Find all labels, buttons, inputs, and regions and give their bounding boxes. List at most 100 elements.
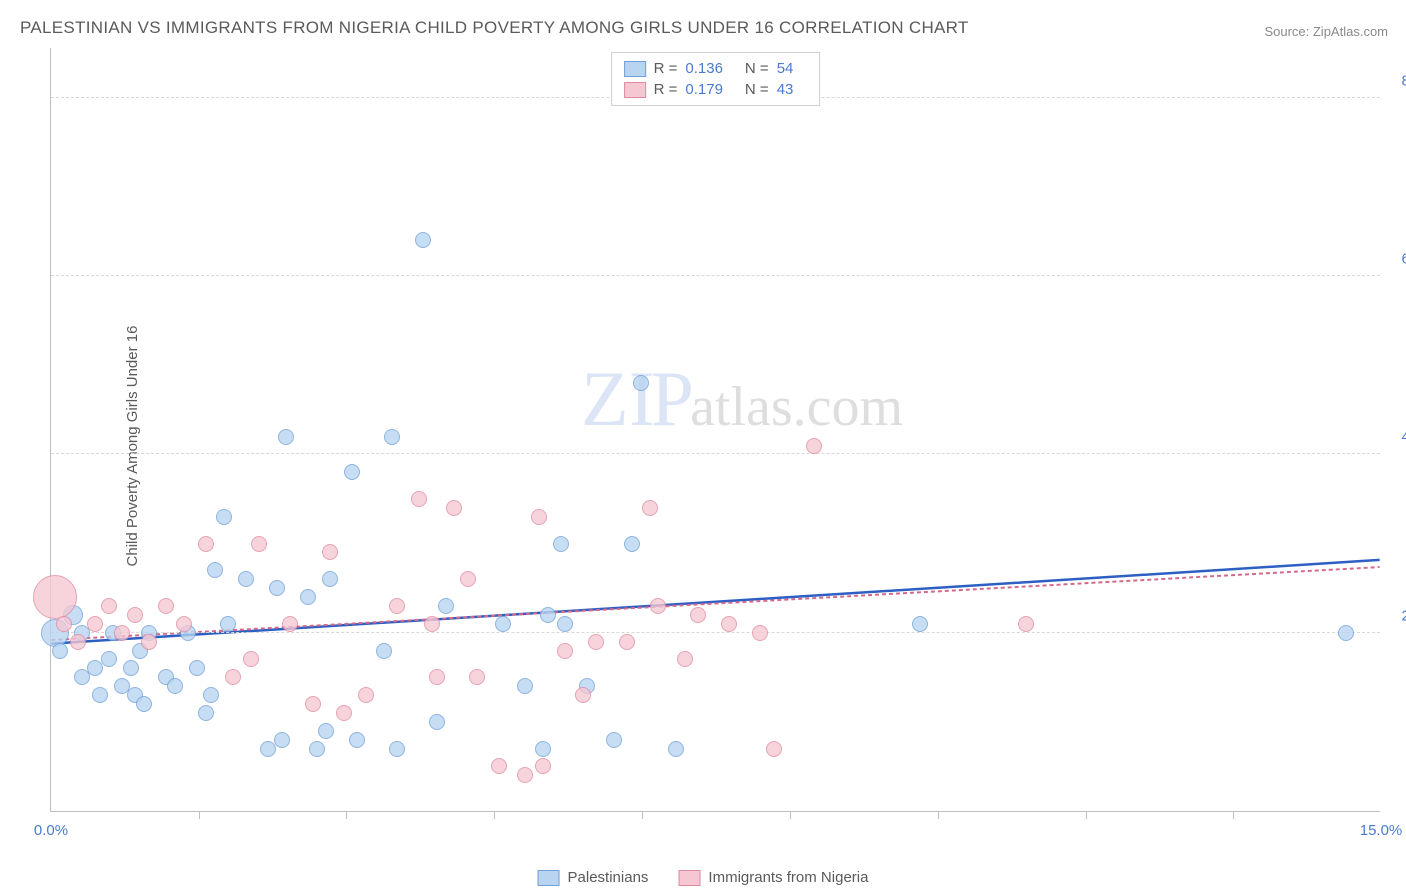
scatter-point — [52, 643, 68, 659]
scatter-point — [495, 616, 511, 632]
scatter-point — [411, 491, 427, 507]
scatter-point — [650, 598, 666, 614]
scatter-point — [633, 375, 649, 391]
scatter-point — [557, 616, 573, 632]
scatter-point — [619, 634, 635, 650]
scatter-point — [220, 616, 236, 632]
x-minor-tick — [346, 811, 347, 819]
scatter-point — [624, 536, 640, 552]
legend-swatch — [678, 870, 700, 886]
scatter-point — [176, 616, 192, 632]
scatter-point — [198, 705, 214, 721]
x-minor-tick — [1086, 811, 1087, 819]
scatter-point — [136, 696, 152, 712]
scatter-point — [198, 536, 214, 552]
scatter-point — [309, 741, 325, 757]
scatter-point — [424, 616, 440, 632]
chart-title: PALESTINIAN VS IMMIGRANTS FROM NIGERIA C… — [20, 18, 969, 38]
scatter-point — [238, 571, 254, 587]
y-gridline — [51, 275, 1380, 276]
scatter-point — [70, 634, 86, 650]
x-tick-label: 0.0% — [34, 822, 68, 839]
scatter-point — [517, 767, 533, 783]
scatter-point — [642, 500, 658, 516]
scatter-point — [1018, 616, 1034, 632]
scatter-point — [806, 438, 822, 454]
x-minor-tick — [938, 811, 939, 819]
y-tick-label: 80.0% — [1401, 72, 1406, 89]
legend-series: Palestinians Immigrants from Nigeria — [538, 869, 869, 886]
scatter-point — [127, 607, 143, 623]
y-tick-label: 60.0% — [1401, 251, 1406, 268]
legend-n-value: 43 — [777, 81, 794, 98]
scatter-point — [349, 732, 365, 748]
scatter-point — [912, 616, 928, 632]
scatter-point — [535, 741, 551, 757]
x-minor-tick — [494, 811, 495, 819]
legend-r-value: 0.136 — [685, 60, 723, 77]
scatter-point — [384, 429, 400, 445]
scatter-point — [336, 705, 352, 721]
scatter-point — [721, 616, 737, 632]
legend-swatch — [624, 61, 646, 77]
scatter-point — [101, 598, 117, 614]
legend-series-item: Palestinians — [538, 869, 649, 886]
legend-swatch — [538, 870, 560, 886]
legend-correlation-row: R =0.179N =43 — [624, 79, 808, 100]
scatter-point — [553, 536, 569, 552]
scatter-point — [269, 580, 285, 596]
scatter-point — [389, 598, 405, 614]
scatter-point — [278, 429, 294, 445]
scatter-point — [668, 741, 684, 757]
scatter-point — [752, 625, 768, 641]
legend-swatch — [624, 82, 646, 98]
scatter-point — [690, 607, 706, 623]
scatter-point — [225, 669, 241, 685]
x-minor-tick — [1233, 811, 1234, 819]
scatter-point — [469, 669, 485, 685]
chart-plot-area: ZIPatlas.com R =0.136N =54R =0.179N =43 … — [50, 48, 1380, 812]
legend-series-item: Immigrants from Nigeria — [678, 869, 868, 886]
scatter-point — [123, 660, 139, 676]
legend-n-value: 54 — [777, 60, 794, 77]
scatter-point — [189, 660, 205, 676]
scatter-point — [300, 589, 316, 605]
scatter-point — [207, 562, 223, 578]
scatter-point — [415, 232, 431, 248]
scatter-point — [318, 723, 334, 739]
scatter-point — [274, 732, 290, 748]
scatter-point — [540, 607, 556, 623]
legend-series-label: Palestinians — [568, 869, 649, 886]
scatter-point — [517, 678, 533, 694]
scatter-point — [203, 687, 219, 703]
scatter-point — [92, 687, 108, 703]
y-tick-label: 40.0% — [1401, 429, 1406, 446]
legend-n-label: N = — [745, 60, 769, 77]
scatter-point — [389, 741, 405, 757]
scatter-point — [575, 687, 591, 703]
scatter-point — [216, 509, 232, 525]
scatter-point — [588, 634, 604, 650]
x-minor-tick — [642, 811, 643, 819]
scatter-point — [282, 616, 298, 632]
scatter-point — [438, 598, 454, 614]
scatter-point — [243, 651, 259, 667]
scatter-point — [114, 625, 130, 641]
scatter-point — [141, 634, 157, 650]
legend-correlation-box: R =0.136N =54R =0.179N =43 — [611, 52, 821, 106]
scatter-point — [531, 509, 547, 525]
scatter-point — [33, 575, 77, 619]
scatter-point — [429, 669, 445, 685]
y-tick-label: 20.0% — [1401, 607, 1406, 624]
x-tick-label: 15.0% — [1360, 822, 1403, 839]
scatter-point — [460, 571, 476, 587]
watermark: ZIPatlas.com — [581, 354, 903, 444]
scatter-point — [56, 616, 72, 632]
scatter-point — [491, 758, 507, 774]
scatter-point — [344, 464, 360, 480]
scatter-point — [766, 741, 782, 757]
scatter-point — [376, 643, 392, 659]
scatter-point — [167, 678, 183, 694]
y-gridline — [51, 453, 1380, 454]
scatter-point — [677, 651, 693, 667]
